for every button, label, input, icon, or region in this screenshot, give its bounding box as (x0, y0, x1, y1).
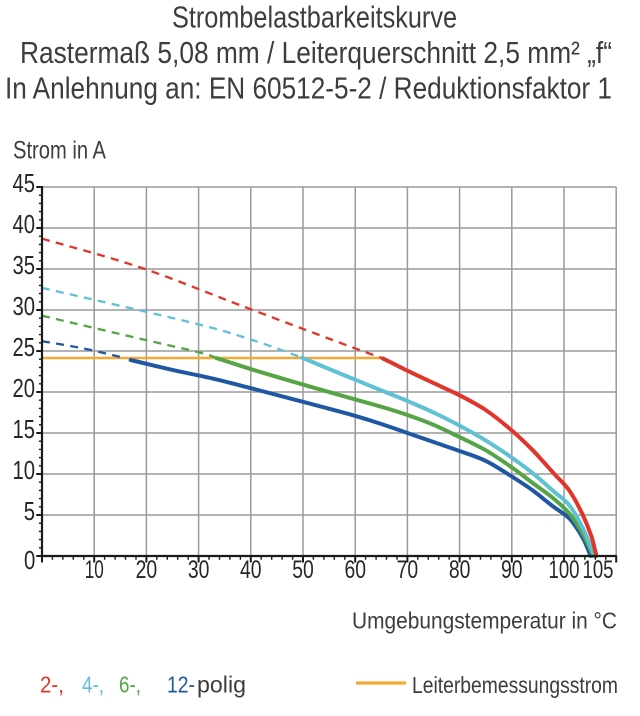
svg-text:Rastermaß 5,08 mm / Leiterquer: Rastermaß 5,08 mm / Leiterquerschnitt 2,… (20, 35, 612, 70)
svg-text:Umgebungstemperatur in °C: Umgebungstemperatur in °C (352, 608, 617, 634)
svg-text:10: 10 (13, 455, 36, 485)
svg-text:30: 30 (188, 556, 210, 584)
svg-text:polig: polig (197, 672, 246, 698)
svg-text:5: 5 (24, 496, 35, 526)
svg-text:4-,: 4-, (82, 672, 104, 698)
svg-text:45: 45 (13, 168, 36, 198)
svg-text:20: 20 (136, 556, 158, 584)
svg-text:In Anlehnung an: EN 60512-5-2: In Anlehnung an: EN 60512-5-2 / Reduktio… (5, 71, 612, 106)
svg-text:60: 60 (344, 556, 366, 584)
svg-text:70: 70 (397, 556, 419, 584)
svg-text:40: 40 (240, 556, 262, 584)
svg-text:90: 90 (501, 556, 523, 584)
svg-text:6-,: 6-, (119, 672, 141, 698)
svg-text:30: 30 (13, 291, 36, 321)
svg-text:Strom in A: Strom in A (13, 137, 106, 165)
svg-text:Strombelastbarkeitskurve: Strombelastbarkeitskurve (172, 0, 457, 35)
svg-text:105: 105 (583, 556, 614, 584)
svg-text:Leiterbemessungsstrom: Leiterbemessungsstrom (412, 672, 618, 698)
svg-text:10: 10 (85, 556, 104, 584)
svg-text:2-,: 2-, (40, 672, 64, 698)
svg-text:40: 40 (13, 209, 36, 239)
svg-text:25: 25 (13, 332, 36, 362)
svg-text:35: 35 (13, 250, 36, 280)
svg-text:15: 15 (13, 414, 36, 444)
svg-text:12-: 12- (167, 672, 195, 698)
svg-text:80: 80 (449, 556, 471, 584)
svg-text:20: 20 (13, 373, 36, 403)
svg-text:100: 100 (549, 556, 580, 584)
svg-text:50: 50 (292, 556, 314, 584)
svg-text:0: 0 (24, 545, 35, 575)
